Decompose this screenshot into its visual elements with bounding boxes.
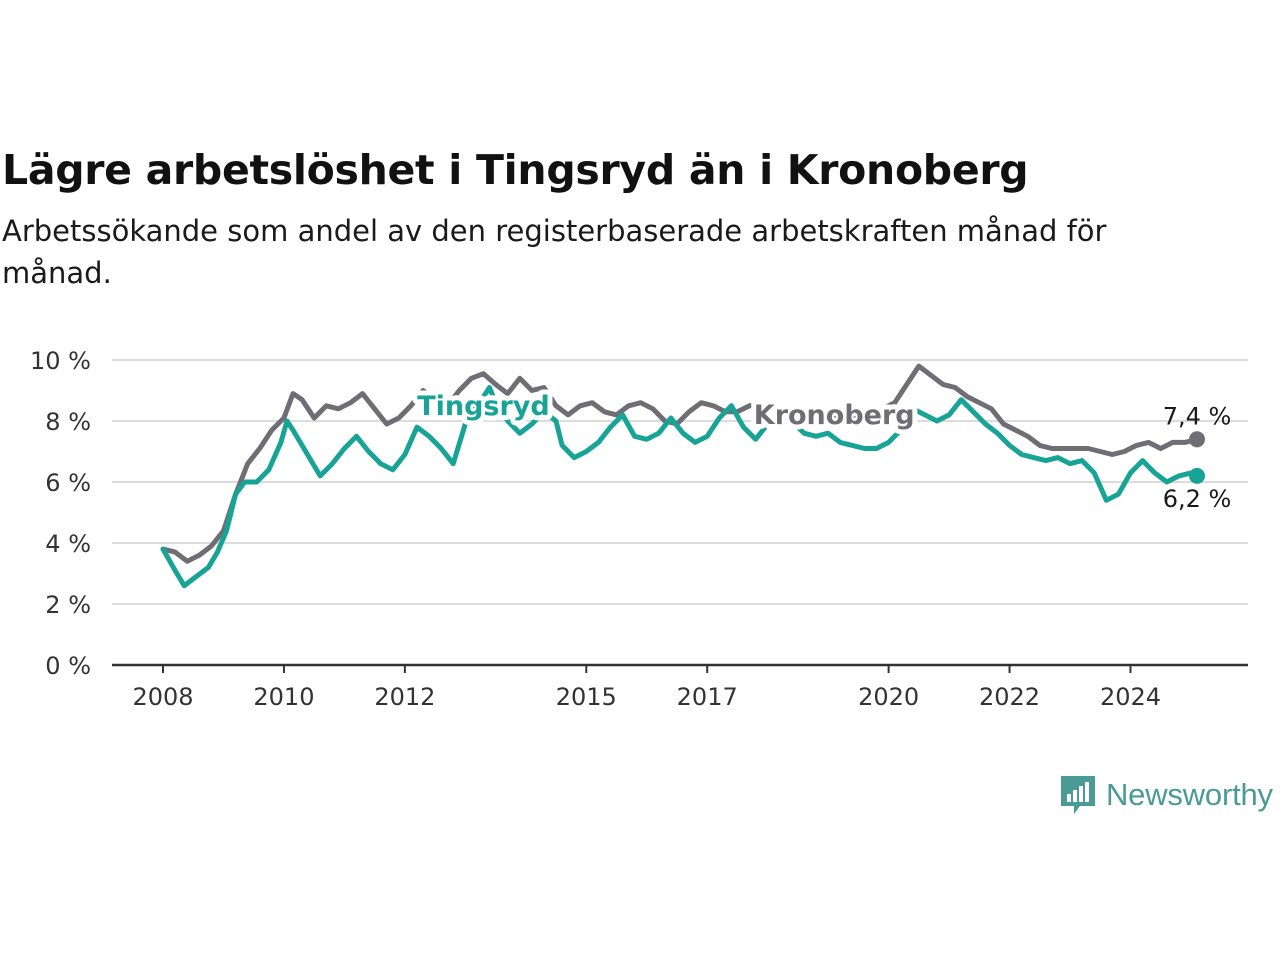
end-point-tingsryd [1189,467,1205,484]
x-tick-label: 2015 [556,683,617,711]
x-tick-label: 2010 [253,683,314,711]
axes: 0 % 2 % 4 % 6 % 8 % 10 % 2008 2010 2012 2015 2017 2… [30,347,1248,711]
y-tick-label: 6 % [45,469,91,497]
x-tick-label: 2020 [858,683,919,711]
series-line-kronoberg [160,363,1200,564]
series-label-kronoberg: Kronoberg [754,400,915,431]
y-tick-label: 10 % [30,347,91,375]
x-tick-label: 2012 [374,683,435,711]
gridlines [112,359,1248,605]
logo-text: Newsworthy [1106,777,1273,812]
series-labels: 7,4 % 6,2 % Tingsryd Kronoberg [412,386,1232,513]
chart-subtitle: Arbetssökande som andel av den registerb… [2,214,1107,290]
chart-title: Lägre arbetslöshet i Tingsryd än i Krono… [2,146,1029,194]
end-label-tingsryd: 6,2 % [1163,485,1232,513]
series-lines [160,363,1205,589]
newsworthy-logo: Newsworthy [1058,773,1273,817]
x-tick-label: 2008 [132,683,193,711]
x-tick-label: 2024 [1100,683,1161,711]
y-tick-label: 2 % [45,591,91,619]
y-tick-label: 4 % [45,530,91,558]
newsworthy-chart-bubble-icon [1061,776,1095,814]
y-tick-label: 0 % [45,652,91,680]
y-tick-label: 8 % [45,408,91,436]
x-tick-label: 2017 [677,683,738,711]
series-line-tingsryd [160,385,1200,589]
series-label-tingsryd: Tingsryd [417,391,550,422]
end-label-kronoberg: 7,4 % [1163,402,1232,430]
end-point-kronoberg [1189,431,1205,448]
x-tick-label: 2022 [979,683,1040,711]
